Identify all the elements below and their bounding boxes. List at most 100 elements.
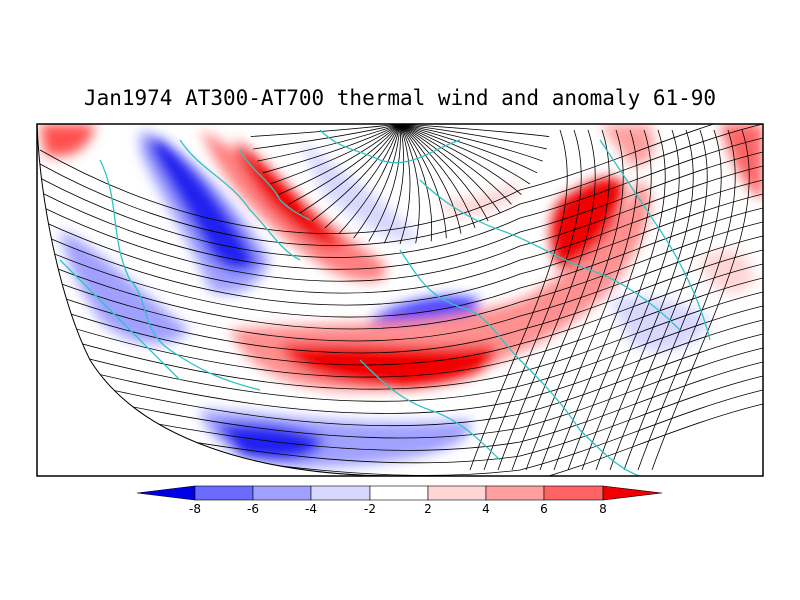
streamline [257, 124, 401, 162]
hemisphere-boundary [36, 123, 401, 477]
coastline [399, 249, 641, 476]
streamline [553, 129, 652, 471]
streamline [288, 124, 401, 205]
anomaly-positive [700, 249, 755, 294]
streamline [39, 277, 763, 378]
streamline [39, 193, 763, 306]
streamline [250, 124, 401, 137]
streamline [324, 124, 401, 229]
streamline [39, 333, 763, 427]
streamline [39, 207, 763, 318]
streamline [399, 124, 550, 137]
colorbar-box [310, 485, 371, 501]
colorbar-box [543, 485, 604, 501]
streamline [299, 124, 401, 214]
coastline [359, 359, 501, 461]
streamline [623, 129, 722, 471]
streamline [399, 124, 462, 234]
anomaly-positive [550, 177, 625, 270]
streamline [497, 129, 596, 471]
coastline [99, 159, 261, 391]
streamline [609, 129, 708, 471]
anomaly-negative [150, 135, 258, 272]
streamline [39, 305, 763, 402]
colorbar-box [194, 485, 254, 501]
streamline [368, 124, 401, 242]
streamline [399, 124, 543, 162]
streamline [399, 124, 433, 242]
coastline [319, 129, 461, 164]
streamline [483, 129, 582, 471]
streamline [567, 129, 666, 471]
anomaly-positive [280, 343, 496, 388]
colorbar-tick-label: -2 [364, 502, 376, 516]
streamline [353, 124, 401, 239]
colorbar-box [427, 485, 487, 501]
streamline [469, 129, 568, 471]
streamline [399, 124, 538, 174]
anomaly-negative [60, 230, 190, 344]
streamline [399, 124, 489, 222]
colorbar-tick-label: 8 [599, 502, 607, 516]
anomaly-positive [230, 180, 650, 391]
anomaly-positive [720, 124, 763, 200]
colorbar-box [602, 485, 663, 501]
colorbar-box [369, 485, 429, 501]
streamline [399, 124, 512, 205]
colorbar-box [252, 485, 312, 501]
streamline [399, 124, 476, 229]
streamline [525, 129, 624, 471]
streamline [39, 361, 763, 451]
colorbar-box [485, 485, 545, 501]
streamline [39, 137, 763, 258]
anomaly-field [37, 124, 763, 476]
streamline [595, 129, 694, 471]
colorbar-tick-label: -8 [189, 502, 201, 516]
map-title: Jan1974 AT300-AT700 thermal wind and ano… [83, 86, 717, 110]
streamline [39, 347, 763, 439]
streamline [253, 124, 401, 150]
streamline [311, 124, 401, 222]
streamline [581, 129, 680, 471]
streamline [269, 124, 401, 185]
coastline [419, 179, 681, 331]
streamline [399, 124, 531, 185]
streamline [338, 124, 401, 234]
streamline [637, 129, 736, 471]
streamline [262, 124, 401, 174]
streamline [39, 151, 763, 270]
colorbar-tick-label: 6 [540, 502, 548, 516]
coastline [59, 259, 181, 381]
anomaly-positive [440, 180, 520, 216]
anomaly-negative [300, 140, 420, 242]
colorbar-ticks: -8 -6 -4 -2 2 4 6 8 [189, 502, 607, 516]
streamline [399, 124, 447, 239]
streamline [39, 263, 763, 366]
colorbar-tick-label: -6 [247, 502, 259, 516]
anomaly-positive [235, 140, 345, 248]
anomaly-positive [600, 124, 654, 166]
coastline [179, 139, 301, 261]
colorbar-boxes [136, 485, 663, 501]
colorbar-tick-label: -4 [305, 502, 317, 516]
streamline [39, 235, 763, 342]
streamline [278, 124, 401, 195]
streamline [651, 129, 750, 471]
streamline [511, 129, 610, 471]
colorbar-box [136, 485, 196, 501]
colorbar-tick-label: 4 [482, 502, 490, 516]
streamline [399, 124, 547, 150]
coastline [239, 149, 311, 221]
streamline [39, 249, 763, 354]
streamline [399, 124, 501, 214]
anomaly-positive [40, 124, 95, 157]
streamline [39, 179, 763, 294]
streamline [399, 124, 522, 195]
streamline [39, 165, 763, 282]
coastlines [59, 129, 711, 476]
streamline [383, 124, 405, 244]
streamline [399, 124, 420, 244]
streamline [39, 319, 763, 414]
